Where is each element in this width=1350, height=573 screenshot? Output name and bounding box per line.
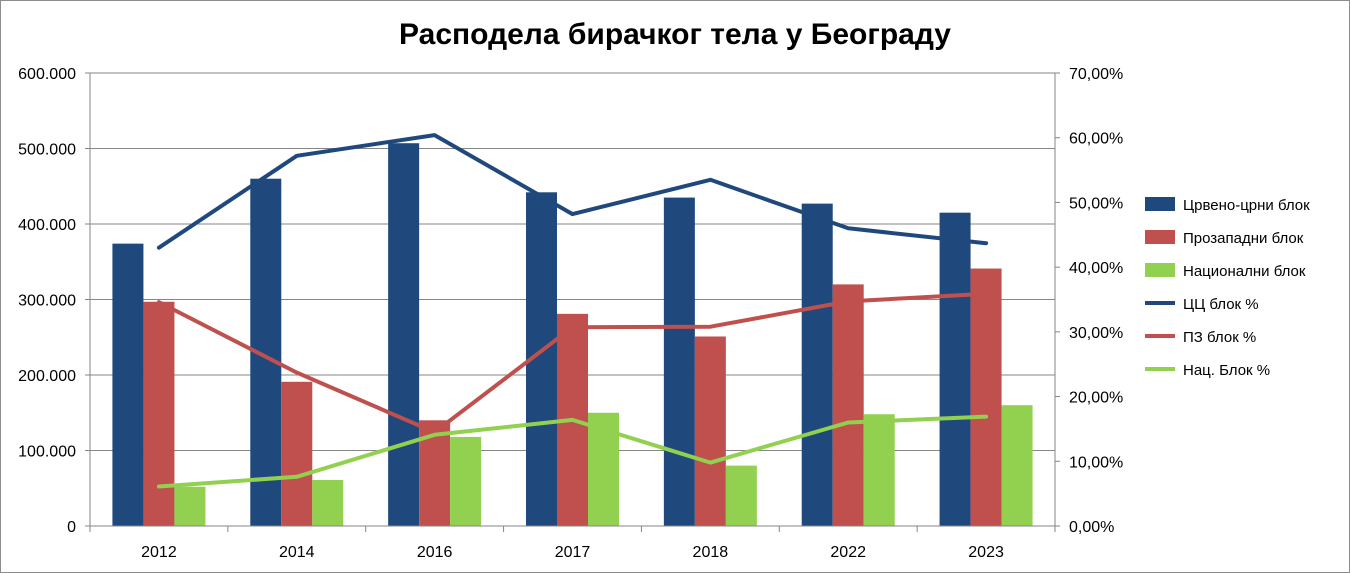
y-right-tick-label: 70,00%	[1069, 66, 1123, 83]
bar-3-2016	[450, 436, 482, 526]
bar-3-2018	[725, 465, 757, 526]
axes: 0 100.000 200.000 300.000 400.000 500.000 600.…	[18, 66, 1123, 561]
bar-3-2014	[312, 479, 344, 526]
legend-swatch	[1145, 197, 1175, 211]
chart-title: Расподела бирачког тела у Београду	[399, 18, 951, 51]
line-series-1	[156, 133, 989, 250]
legend-label: Национални блок	[1183, 263, 1306, 280]
y-left-tick-label: 300.000	[18, 293, 76, 310]
legend-label: Црвено-црни блок	[1183, 197, 1310, 214]
bar-1-2018	[663, 197, 695, 526]
bar-1-2023	[939, 212, 971, 527]
legend: Црвено-црни блок Прозападни блок Националн…	[1145, 197, 1310, 379]
y-right-tick-label: 10,00%	[1069, 454, 1123, 471]
y-left-tick-label: 0	[67, 519, 76, 536]
legend-label: Прозападни блок	[1183, 230, 1304, 247]
x-tick-label: 2016	[417, 544, 453, 561]
y-left-tick-label: 600.000	[18, 66, 76, 83]
y-left-tick-label: 100.000	[18, 444, 76, 461]
bar-3-2012	[174, 486, 206, 526]
legend-label: ЦЦ блок %	[1183, 296, 1259, 313]
y-right-tick-label: 30,00%	[1069, 325, 1123, 342]
bar-2-2023	[970, 268, 1002, 526]
y-right-tick-label: 50,00%	[1069, 195, 1123, 212]
y-right-tick-label: 0,00%	[1069, 519, 1114, 536]
lines	[156, 133, 989, 489]
bar-2-2012	[143, 301, 175, 526]
bar-1-2012	[112, 243, 144, 526]
y-left-tick-label: 200.000	[18, 368, 76, 385]
bar-1-2022	[801, 203, 833, 527]
x-tick-label: 2017	[555, 544, 591, 561]
legend-label: ПЗ блок %	[1183, 329, 1256, 346]
bar-3-2023	[1001, 405, 1033, 526]
line-series-2	[156, 291, 989, 435]
bar-2-2014	[281, 381, 313, 526]
line-series-3	[156, 414, 989, 489]
x-tick-label: 2012	[141, 544, 177, 561]
y-right-tick-label: 20,00%	[1069, 390, 1123, 407]
bar-1-2016	[388, 143, 420, 526]
x-tick-label: 2014	[279, 544, 315, 561]
legend-label: Нац. Блок %	[1183, 362, 1270, 379]
y-left-tick-label: 400.000	[18, 217, 76, 234]
x-tick-label: 2022	[830, 544, 866, 561]
bar-3-2022	[863, 414, 895, 526]
legend-swatch	[1145, 263, 1175, 277]
x-tick-label: 2018	[693, 544, 729, 561]
bar-2-2022	[832, 284, 864, 526]
y-left-tick-label: 500.000	[18, 142, 76, 159]
bars	[112, 143, 1033, 527]
y-right-tick-label: 40,00%	[1069, 260, 1123, 277]
legend-swatch	[1145, 230, 1175, 244]
bar-2-2018	[694, 336, 726, 526]
x-tick-label: 2023	[968, 544, 1004, 561]
y-right-tick-label: 60,00%	[1069, 131, 1123, 148]
